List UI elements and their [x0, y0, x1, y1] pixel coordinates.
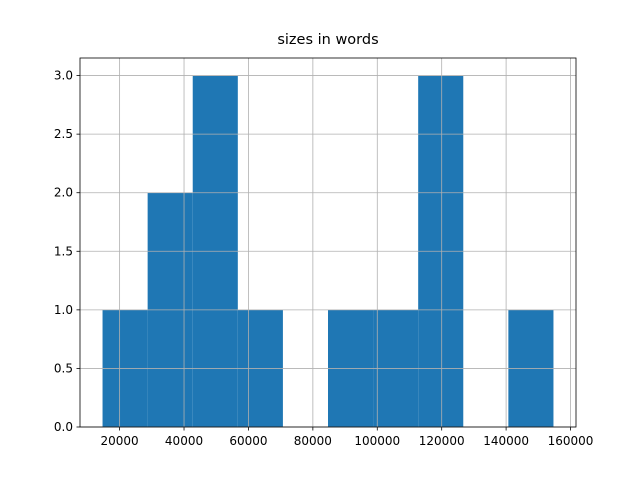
- x-tick-label: 100000: [354, 434, 400, 448]
- chart-title: sizes in words: [277, 32, 378, 48]
- x-tick-label: 140000: [483, 434, 529, 448]
- y-tick-label: 3.0: [54, 69, 73, 83]
- y-tick-label: 0.0: [54, 420, 73, 434]
- y-tick-label: 2.5: [54, 127, 73, 141]
- y-tick-label: 1.0: [54, 303, 73, 317]
- axes-frame: [79, 57, 577, 428]
- x-tick-label: 120000: [419, 434, 465, 448]
- y-tick-label: 1.5: [54, 244, 73, 258]
- x-tick-label: 40000: [165, 434, 203, 448]
- y-tick-label: 0.5: [54, 361, 73, 375]
- x-tick-label: 160000: [548, 434, 594, 448]
- x-tick-label: 20000: [101, 434, 139, 448]
- y-tick-label: 2.0: [54, 186, 73, 200]
- x-tick-label: 60000: [229, 434, 267, 448]
- x-tick-label: 80000: [294, 434, 332, 448]
